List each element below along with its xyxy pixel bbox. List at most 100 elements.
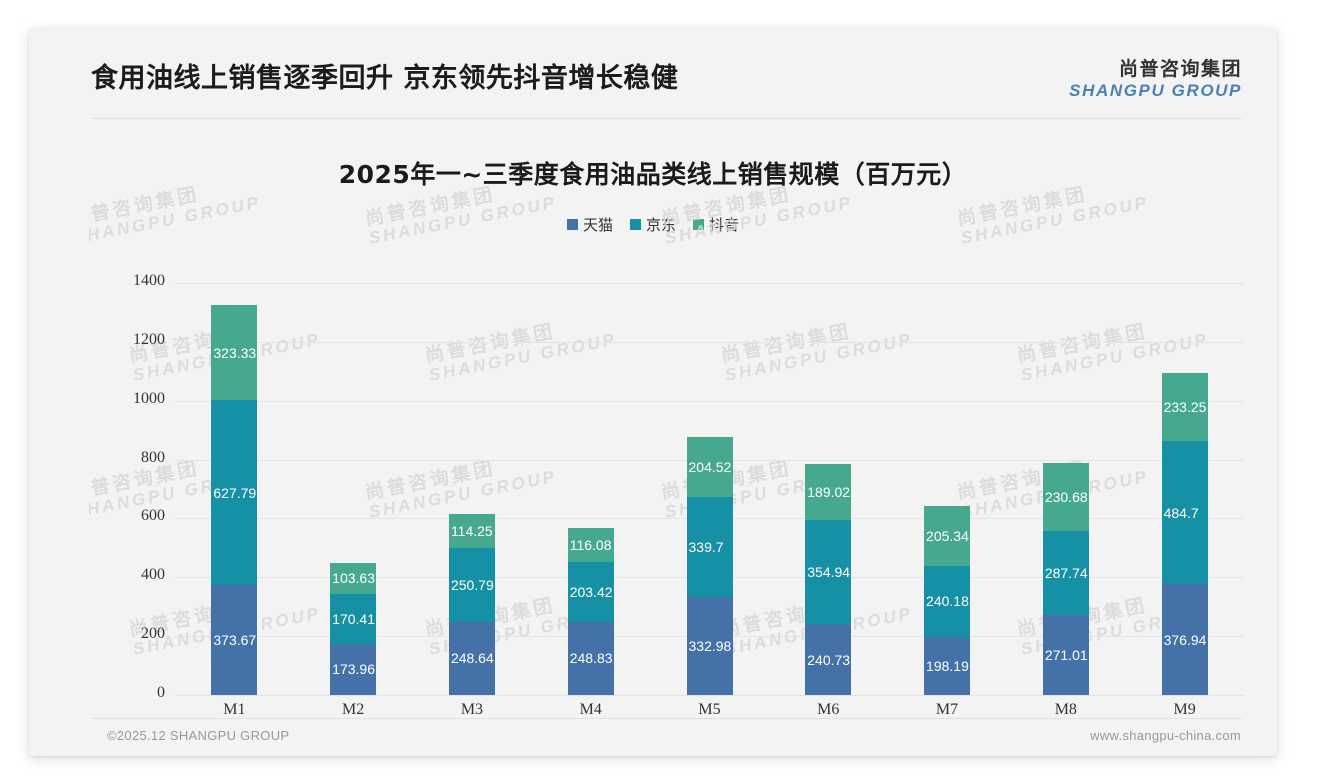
x-axis-tick-label: M3 (460, 701, 484, 718)
bar-segment-京东-M6[interactable]: 354.94 (805, 519, 852, 625)
header-divider (91, 118, 1242, 119)
bar-stack-M3[interactable]: 248.64 250.79 114.25 (448, 28, 495, 695)
bar-value-label: 248.83 (569, 650, 613, 667)
bar-value-label: 173.96 (332, 661, 375, 678)
chart-title: 2025年一~三季度食用油品类线上销售规模（百万元） (338, 160, 968, 189)
bar-value-label: 271.01 (1044, 647, 1088, 664)
brand-logo: 尚普咨询集团 SHANGPU GROUP (1069, 58, 1242, 100)
bar-stack-M7[interactable]: 198.19 240.18 205.34 (924, 28, 971, 695)
bar-value-label: 248.64 (450, 650, 494, 667)
x-axis-tick-label: M4 (579, 701, 602, 718)
x-axis-tick-label: M2 (342, 701, 365, 718)
bar-segment-天猫-M1[interactable]: 373.67 (211, 585, 258, 695)
slide-header: 食用油线上销售逐季回升 京东领先抖音增长稳健 尚普咨询集团 SHANGPU GR… (29, 28, 1277, 118)
bar-value-label: 189.02 (807, 483, 851, 500)
legend-label: 抖音 (709, 216, 740, 234)
bar-segment-京东-M9[interactable]: 484.7 (1161, 441, 1208, 585)
y-axis-tick-label: 1200 (133, 330, 165, 348)
legend-item-京东[interactable]: 京东 (629, 214, 676, 235)
bar-value-label: 205.34 (926, 527, 969, 544)
gridline (175, 695, 1244, 696)
bar-segment-天猫-M2[interactable]: 173.96 (330, 643, 377, 695)
chart-bars: 373.67 627.79 323.33 M1 173.96 170.41 103.63 M2… (175, 28, 1244, 756)
bar-stack-M2[interactable]: 173.96 170.41 103.63 (330, 28, 377, 695)
bar-value-label: 116.08 (569, 536, 612, 553)
bar-value-label: 198.19 (926, 657, 969, 674)
footer-copyright: ©2025.12 SHANGPU GROUP (107, 728, 290, 743)
bar-segment-天猫-M5[interactable]: 332.98 (686, 597, 733, 695)
bar-segment-天猫-M7[interactable]: 198.19 (924, 636, 971, 695)
bar-value-label: 323.33 (213, 344, 257, 361)
chart-legend: 天猫 京东 抖音 (29, 214, 1277, 235)
bar-value-label: 170.41 (332, 610, 375, 627)
legend-swatch-icon (566, 219, 578, 230)
legend-item-抖音[interactable]: 抖音 (693, 214, 739, 235)
bar-stack-M8[interactable]: 271.01 287.74 230.68 (1042, 28, 1089, 695)
legend-swatch-icon (693, 219, 704, 230)
bar-stack-M5[interactable]: 332.98 339.7 204.52 (686, 28, 733, 695)
bar-segment-抖音-M6[interactable]: 189.02 (805, 464, 852, 520)
bar-stack-M1[interactable]: 373.67 627.79 323.33 (211, 28, 258, 695)
x-axis-tick-label: M7 (935, 701, 959, 718)
bar-segment-天猫-M6[interactable]: 240.73 (805, 624, 852, 695)
bar-value-label: 233.25 (1163, 399, 1207, 416)
y-axis-tick-label: 800 (141, 448, 165, 466)
bar-value-label: 287.74 (1044, 564, 1088, 581)
bar-segment-抖音-M8[interactable]: 230.68 (1042, 462, 1089, 531)
bar-segment-京东-M2[interactable]: 170.41 (330, 593, 377, 644)
x-axis-tick-label: M1 (223, 701, 246, 718)
bar-segment-抖音-M3[interactable]: 114.25 (448, 514, 495, 548)
legend-item-天猫[interactable]: 天猫 (566, 214, 613, 235)
x-axis-tick-label: M6 (817, 701, 840, 718)
bar-value-label: 376.94 (1163, 631, 1207, 648)
bar-stack-M6[interactable]: 240.73 354.94 189.02 (805, 28, 852, 695)
gridline (175, 341, 1244, 343)
bar-value-label: 332.98 (688, 637, 732, 654)
bar-segment-京东-M8[interactable]: 287.74 (1042, 530, 1089, 616)
y-axis-tick-label: 400 (141, 566, 165, 584)
legend-swatch-icon (629, 219, 641, 230)
gridline (175, 283, 1244, 284)
y-axis-tick-label: 200 (141, 625, 165, 643)
bar-segment-抖音-M2[interactable]: 103.63 (330, 563, 377, 594)
bar-segment-京东-M7[interactable]: 240.18 (924, 565, 971, 637)
chart-plot-area: 尚普咨询集团 SHANGPU GROUP 尚普咨询集团 SHANGPU GROUP 尚普… (29, 28, 1277, 756)
bar-stack-M4[interactable]: 248.83 203.42 116.08 (567, 28, 614, 695)
y-axis-tick-label: 1000 (133, 389, 165, 407)
bar-value-label: 339.7 (688, 539, 724, 556)
logo-english-text: SHANGPU GROUP (1069, 80, 1242, 100)
page-title: 食用油线上销售逐季回升 京东领先抖音增长稳健 (91, 63, 679, 94)
logo-chinese-text: 尚普咨询集团 (1118, 58, 1242, 80)
bar-value-label: 203.42 (569, 583, 613, 600)
bar-value-label: 354.94 (807, 563, 851, 580)
footer-divider (91, 718, 1242, 719)
bar-segment-京东-M5[interactable]: 339.7 (686, 497, 733, 597)
x-axis-tick-label: M5 (698, 701, 721, 718)
bar-segment-抖音-M5[interactable]: 204.52 (686, 436, 733, 498)
bar-segment-天猫-M8[interactable]: 271.01 (1042, 615, 1089, 695)
bar-segment-抖音-M1[interactable]: 323.33 (211, 305, 258, 401)
bar-value-label: 204.52 (688, 458, 732, 475)
bar-segment-天猫-M4[interactable]: 248.83 (567, 621, 614, 695)
legend-label: 天猫 (582, 216, 613, 234)
bar-value-label: 114.25 (450, 523, 493, 540)
bar-value-label: 103.63 (332, 570, 375, 587)
y-axis-tick-label: 1400 (133, 272, 165, 289)
bar-segment-京东-M4[interactable]: 203.42 (567, 561, 614, 622)
gridline (175, 400, 1244, 402)
bar-segment-天猫-M9[interactable]: 376.94 (1161, 584, 1208, 695)
bar-segment-京东-M3[interactable]: 250.79 (448, 548, 495, 622)
x-axis-tick-label: M8 (1054, 701, 1077, 718)
bar-segment-抖音-M4[interactable]: 116.08 (567, 527, 614, 562)
bar-segment-抖音-M7[interactable]: 205.34 (924, 505, 971, 566)
bar-segment-抖音-M9[interactable]: 233.25 (1161, 372, 1208, 442)
bar-segment-京东-M1[interactable]: 627.79 (211, 400, 258, 586)
bar-value-label: 240.73 (807, 651, 851, 668)
bar-stack-M9[interactable]: 376.94 484.7 233.25 (1161, 28, 1208, 695)
bar-value-label: 627.79 (213, 484, 257, 501)
y-axis-tick-label: 600 (141, 507, 165, 525)
bar-segment-天猫-M3[interactable]: 248.64 (448, 621, 495, 695)
slide-card: 食用油线上销售逐季回升 京东领先抖音增长稳健 尚普咨询集团 SHANGPU GR… (29, 28, 1277, 756)
bar-value-label: 240.18 (926, 593, 969, 610)
